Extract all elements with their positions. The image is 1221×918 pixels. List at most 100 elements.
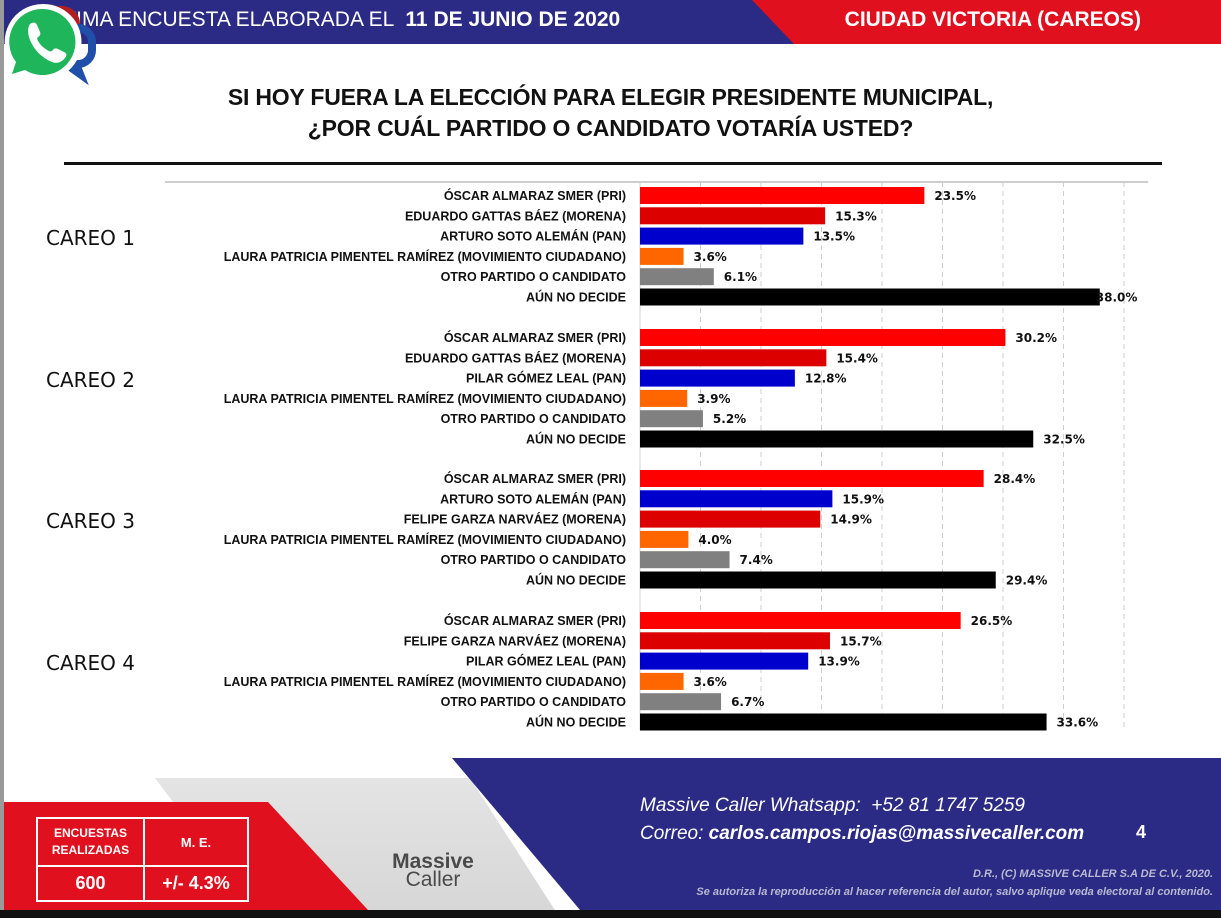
- group-label-careo-3: CAREO 3: [46, 509, 135, 533]
- whatsapp-number: +52 81 1747 5259: [871, 795, 1026, 816]
- bar-otro: [640, 551, 730, 569]
- bar-otro: [640, 410, 703, 428]
- bar-no_decide: [640, 288, 1100, 306]
- group-label-careo-2: CAREO 2: [46, 368, 135, 392]
- group-label-careo-4: CAREO 4: [46, 651, 135, 675]
- group-label-careo-1: CAREO 1: [46, 226, 135, 250]
- copyright-line-2: Se autoriza la reproducción al hacer ref…: [696, 886, 1213, 898]
- bar-otro: [640, 693, 722, 711]
- value-label: 3.6%: [694, 250, 727, 264]
- bar-no_decide: [640, 571, 996, 589]
- left-edge-stripe: [0, 0, 4, 918]
- value-label: 15.7%: [840, 634, 882, 648]
- candidate-label: LAURA PATRICIA PIMENTEL RAMÍREZ (MOVIMIE…: [224, 532, 626, 547]
- bar-pan: [640, 490, 833, 508]
- bar-pri: [640, 187, 925, 204]
- value-label: 15.4%: [836, 351, 878, 365]
- bar-pri: [640, 612, 961, 629]
- value-label: 29.4%: [1006, 574, 1048, 588]
- value-label: 38.0%: [1096, 291, 1138, 305]
- candidate-label: FELIPE GARZA NARVÁEZ (MORENA): [404, 633, 626, 648]
- survey-date-text: ÚLTIMA ENCUESTA ELABORADA EL 11 DE JUNIO…: [38, 8, 620, 32]
- value-label: 7.4%: [740, 553, 773, 567]
- copyright-line-1: D.R., (C) MASSIVE CALLER S.A DE C.V., 20…: [972, 868, 1213, 880]
- candidate-label: ÓSCAR ALMARAZ SMER (PRI): [444, 188, 626, 203]
- value-label: 3.9%: [697, 392, 730, 406]
- surveys-label: ENCUESTAS REALIZADAS: [36, 817, 145, 867]
- bar-pan: [640, 652, 809, 670]
- bar-mc: [640, 247, 684, 265]
- bar-no_decide: [640, 430, 1034, 448]
- question-title-line-1: SI HOY FUERA LA ELECCIÓN PARA ELEGIR PRE…: [227, 84, 994, 110]
- value-label: 13.9%: [818, 655, 860, 669]
- value-label: 26.5%: [971, 614, 1013, 628]
- value-label: 33.6%: [1057, 716, 1099, 730]
- header-background: [4, 0, 1221, 44]
- candidate-label: LAURA PATRICIA PIMENTEL RAMÍREZ (MOVIMIE…: [224, 674, 626, 689]
- value-label: 15.9%: [842, 492, 884, 506]
- header-bar: ÚLTIMA ENCUESTA ELABORADA EL 11 DE JUNIO…: [4, 0, 1221, 44]
- margin-value: +/- 4.3%: [143, 865, 249, 902]
- candidate-label: ÓSCAR ALMARAZ SMER (PRI): [444, 613, 626, 628]
- whatsapp-contact: Massive Caller Whatsapp: +52 81 1747 525…: [640, 795, 1025, 817]
- value-label: 6.1%: [724, 270, 757, 284]
- value-label: 23.5%: [934, 189, 976, 203]
- value-label: 12.8%: [805, 372, 847, 386]
- candidate-label: LAURA PATRICIA PIMENTEL RAMÍREZ (MOVIMIE…: [224, 249, 626, 264]
- bar-mc: [640, 530, 689, 548]
- margin-label: M. E.: [143, 817, 249, 867]
- candidate-label: AÚN NO DECIDE: [526, 715, 626, 730]
- candidate-label: OTRO PARTIDO O CANDIDATO: [441, 270, 627, 284]
- value-label: 6.7%: [731, 695, 764, 709]
- candidate-label: EDUARDO GATTAS BÁEZ (MORENA): [405, 208, 626, 223]
- bar-no_decide: [640, 713, 1047, 731]
- title-divider: [64, 162, 1162, 165]
- email-link[interactable]: carlos.campos.riojas@massivecaller.com: [708, 823, 1085, 844]
- page-number: 4: [1136, 822, 1147, 842]
- candidate-label: OTRO PARTIDO O CANDIDATO: [441, 695, 627, 709]
- bar-chart: CAREO 1 ÓSCAR ALMARAZ SMER (PRI) 23.5% EDUA…: [46, 181, 1149, 731]
- bar-morena: [640, 349, 827, 367]
- candidate-label: ARTURO SOTO ALEMÁN (PAN): [440, 491, 626, 506]
- logo-text-caller: Caller: [405, 868, 461, 891]
- value-label: 4.0%: [698, 533, 731, 547]
- email-contact: Correo: carlos.campos.riojas@massivecall…: [640, 823, 1084, 845]
- candidate-label: AÚN NO DECIDE: [526, 573, 626, 588]
- value-label: 15.3%: [835, 209, 877, 223]
- bar-morena: [640, 632, 830, 650]
- bar-pan: [640, 369, 795, 387]
- bar-mc: [640, 672, 684, 690]
- candidate-label: AÚN NO DECIDE: [526, 432, 626, 447]
- value-label: 32.5%: [1043, 433, 1085, 447]
- candidate-label: ÓSCAR ALMARAZ SMER (PRI): [444, 471, 626, 486]
- value-label: 30.2%: [1015, 331, 1057, 345]
- candidate-label: EDUARDO GATTAS BÁEZ (MORENA): [405, 350, 626, 365]
- value-label: 14.9%: [830, 513, 872, 527]
- survey-stats-table: ENCUESTAS REALIZADAS M. E. 600 +/- 4.3%: [36, 817, 249, 902]
- surveys-value: 600: [36, 865, 145, 902]
- bar-pri: [640, 329, 1006, 346]
- bar-morena: [640, 207, 826, 225]
- logo-text-massive: Massive: [392, 850, 474, 873]
- candidate-label: ARTURO SOTO ALEMÁN (PAN): [440, 229, 626, 244]
- value-label: 13.5%: [813, 230, 855, 244]
- candidate-label: OTRO PARTIDO O CANDIDATO: [441, 412, 627, 426]
- candidate-label: AÚN NO DECIDE: [526, 290, 626, 305]
- value-label: 3.6%: [694, 675, 727, 689]
- whatsapp-icon[interactable]: [0, 0, 86, 86]
- bar-pan: [640, 227, 804, 245]
- candidate-label: PILAR GÓMEZ LEAL (PAN): [466, 371, 626, 386]
- whatsapp-label: Massive Caller Whatsapp:: [640, 795, 861, 816]
- bar-otro: [640, 268, 714, 286]
- bar-pri: [640, 470, 984, 487]
- candidate-label: OTRO PARTIDO O CANDIDATO: [441, 553, 627, 567]
- survey-prefix: ÚLTIMA ENCUESTA ELABORADA EL: [38, 8, 394, 31]
- survey-date: 11 DE JUNIO DE 2020: [405, 8, 621, 31]
- location-title: CIUDAD VICTORIA (CAREOS): [844, 8, 1141, 31]
- candidate-label: LAURA PATRICIA PIMENTEL RAMÍREZ (MOVIMIE…: [224, 391, 626, 406]
- value-label: 28.4%: [994, 472, 1036, 486]
- value-label: 5.2%: [713, 412, 746, 426]
- bar-morena: [640, 510, 821, 528]
- question-title-line-2: ¿POR CUÁL PARTIDO O CANDIDATO VOTARÍA US…: [307, 115, 914, 141]
- candidate-label: FELIPE GARZA NARVÁEZ (MORENA): [404, 512, 626, 527]
